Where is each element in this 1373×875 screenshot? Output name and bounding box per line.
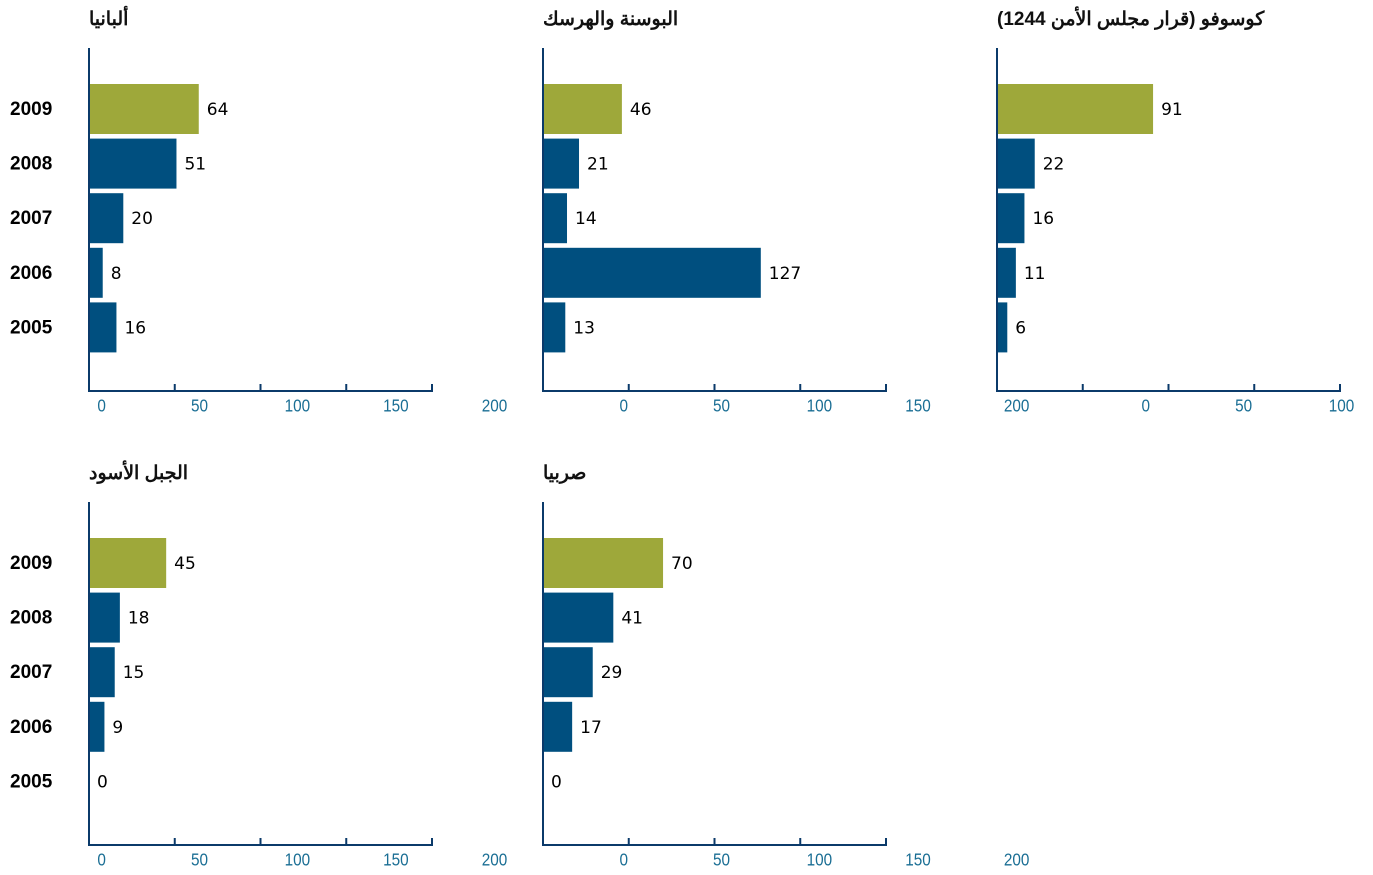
bar (89, 701, 105, 752)
bar (997, 84, 1154, 134)
value-label: 127 (769, 264, 801, 284)
y-tick-label: 2007 (10, 662, 52, 683)
bar (543, 647, 593, 698)
value-label: 91 (1161, 100, 1183, 120)
y-tick-label: 2005 (10, 317, 53, 338)
x-tick-label: 200 (482, 396, 508, 416)
x-tick-label: 200 (1004, 850, 1030, 870)
panel-title: كوسوفو (قرار مجلس الأمن 1244) (997, 6, 1265, 30)
value-label: 17 (580, 718, 602, 738)
y-tick-label: 2009 (10, 99, 52, 120)
value-label: 41 (621, 609, 643, 629)
panel-title: البوسنة والهرسك (543, 9, 678, 30)
value-label: 0 (97, 772, 108, 792)
x-tick-label: 0 (619, 396, 628, 416)
bar (89, 84, 199, 134)
value-label: 70 (671, 554, 693, 574)
x-tick-label: 150 (905, 850, 931, 870)
x-tick-label: 100 (285, 850, 311, 870)
x-tick-label: 0 (1142, 396, 1151, 416)
bar (89, 538, 167, 588)
panel-title: الجبل الأسود (89, 460, 188, 484)
y-tick-label: 2006 (10, 263, 52, 284)
bar (89, 592, 120, 643)
value-label: 18 (128, 609, 150, 629)
bar (89, 247, 103, 298)
bar (543, 193, 568, 244)
value-label: 45 (174, 554, 196, 574)
bar (89, 302, 117, 353)
value-label: 64 (207, 100, 229, 120)
bar (543, 138, 580, 189)
y-tick-label: 2005 (10, 771, 53, 792)
value-label: 6 (1015, 318, 1026, 338)
x-tick-label: 0 (619, 850, 628, 870)
x-tick-label: 50 (191, 396, 208, 416)
bar (543, 302, 566, 353)
x-tick-label: 150 (383, 850, 409, 870)
x-tick-label: 200 (482, 850, 508, 870)
bar (89, 138, 177, 189)
bar (997, 193, 1025, 244)
y-tick-label: 2008 (10, 154, 52, 175)
value-label: 21 (587, 155, 609, 175)
value-label: 8 (111, 264, 122, 284)
panel-title: ألبانيا (89, 5, 128, 30)
x-tick-label: 50 (191, 850, 208, 870)
bar (997, 247, 1016, 298)
x-tick-label: 50 (713, 850, 730, 870)
y-tick-label: 2009 (10, 553, 52, 574)
value-label: 15 (123, 663, 145, 683)
x-tick-label: 150 (905, 396, 931, 416)
value-label: 11 (1024, 264, 1046, 284)
value-label: 0 (551, 772, 562, 792)
panel-title: صربيا (543, 463, 586, 484)
value-label: 51 (184, 155, 206, 175)
x-tick-label: 0 (97, 850, 106, 870)
bar (997, 302, 1008, 353)
y-tick-label: 2006 (10, 717, 52, 738)
bar (997, 138, 1035, 189)
x-tick-label: 50 (1235, 396, 1252, 416)
bar (89, 647, 115, 698)
value-label: 22 (1043, 155, 1065, 175)
x-tick-label: 200 (1004, 396, 1030, 416)
value-label: 46 (630, 100, 652, 120)
x-tick-label: 100 (285, 396, 311, 416)
value-label: 16 (124, 318, 146, 338)
bar (543, 592, 614, 643)
bar (543, 538, 664, 588)
value-label: 14 (575, 209, 597, 229)
value-label: 29 (601, 663, 623, 683)
bar (543, 84, 622, 134)
value-label: 13 (573, 318, 595, 338)
x-tick-label: 100 (807, 396, 833, 416)
bar (543, 247, 761, 298)
x-tick-label: 100 (807, 850, 833, 870)
y-tick-label: 2007 (10, 208, 52, 229)
x-tick-label: 50 (713, 396, 730, 416)
x-tick-label: 100 (1329, 396, 1355, 416)
y-tick-label: 2008 (10, 608, 52, 629)
x-tick-label: 150 (383, 396, 409, 416)
value-label: 20 (131, 209, 153, 229)
value-label: 16 (1032, 209, 1054, 229)
bar (543, 701, 573, 752)
bar (89, 193, 124, 244)
value-label: 9 (112, 718, 123, 738)
x-tick-label: 0 (97, 396, 106, 416)
